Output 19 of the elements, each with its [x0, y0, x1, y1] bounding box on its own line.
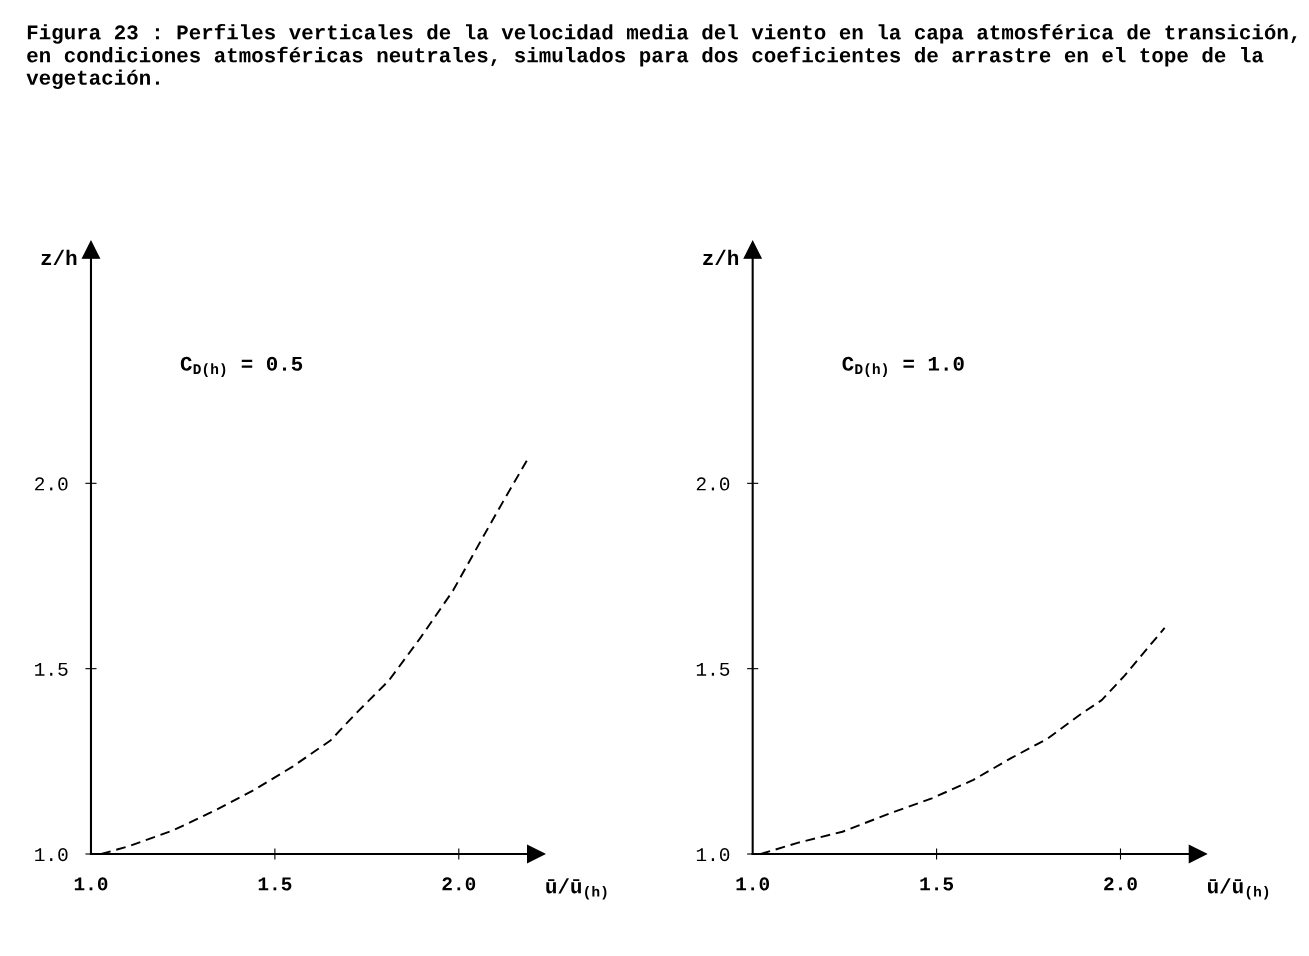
- x-tick-label: 1.0: [74, 877, 108, 891]
- y-tick-label: 2.0: [696, 477, 730, 491]
- text: Figura 23 : Perfiles verticales de la velocidad media del viento en la capa atmosférica de transición, en condiciones atmosféricas neutrales, simulados para dos coeficientes de arrastre en el tope de la vegetación.: [26, 23, 1297, 90]
- y-tick-label: 1.5: [696, 662, 730, 676]
- x-axis-title: ū/ū$_{(h)}$: [1208, 878, 1269, 900]
- y-tick-label: 1.0: [696, 848, 730, 862]
- x-tick-label: 1.0: [736, 877, 770, 891]
- y-tick-label: 1.5: [35, 662, 68, 676]
- y-axis-title: z/h: [41, 249, 77, 266]
- x-axis-title: ū/ū$_{(h)}$: [546, 878, 607, 900]
- x-tick-label: 1.5: [920, 877, 954, 891]
- y-tick-label: 1.0: [35, 848, 68, 862]
- annotation: C$_{D(h)}$ = 1.0: [842, 356, 964, 377]
- x-tick-label: 2.0: [1104, 877, 1137, 891]
- x-tick-label: 1.5: [258, 877, 292, 891]
- y-axis-title: z/h: [703, 249, 739, 266]
- y-tick-label: 2.0: [35, 477, 68, 491]
- annotation: C$_{D(h)}$ = 0.5: [180, 356, 303, 377]
- x-tick-label: 2.0: [442, 877, 476, 891]
